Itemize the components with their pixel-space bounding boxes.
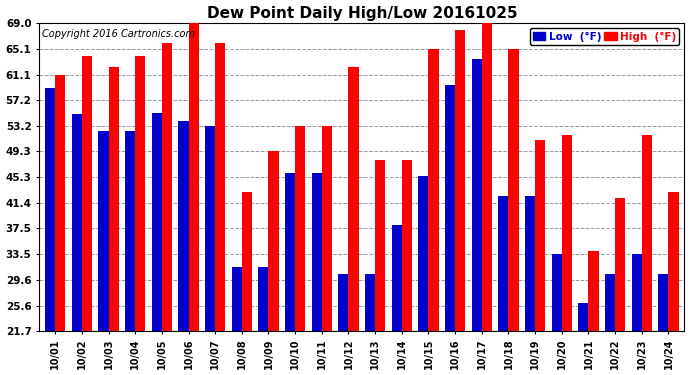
Bar (55, 75, 66, 331)
Bar (268, 152, 279, 331)
Bar (535, 140, 545, 331)
Bar (498, 196, 509, 331)
Bar (82, 56, 92, 331)
Bar (162, 43, 172, 331)
Bar (45, 88, 55, 331)
Bar (322, 126, 332, 331)
Bar (365, 274, 375, 331)
Bar (375, 160, 385, 331)
Bar (338, 274, 348, 331)
Bar (615, 198, 625, 331)
Title: Dew Point Daily High/Low 20161025: Dew Point Daily High/Low 20161025 (206, 6, 517, 21)
Bar (402, 160, 412, 331)
Bar (241, 192, 252, 331)
Bar (578, 303, 589, 331)
Bar (428, 48, 439, 331)
Bar (589, 251, 599, 331)
Bar (285, 173, 295, 331)
Bar (631, 254, 642, 331)
Bar (552, 254, 562, 331)
Bar (179, 121, 188, 331)
Bar (562, 135, 572, 331)
Bar (108, 68, 119, 331)
Bar (348, 68, 359, 331)
Bar (205, 126, 215, 331)
Bar (418, 176, 428, 331)
Bar (482, 23, 492, 331)
Bar (295, 126, 305, 331)
Bar (72, 114, 82, 331)
Bar (312, 173, 322, 331)
Bar (455, 30, 465, 331)
Bar (258, 267, 268, 331)
Legend: Low  (°F), High  (°F): Low (°F), High (°F) (530, 28, 679, 45)
Bar (642, 135, 652, 331)
Bar (99, 130, 108, 331)
Bar (125, 130, 135, 331)
Bar (472, 59, 482, 331)
Bar (392, 225, 402, 331)
Text: Copyright 2016 Cartronics.com: Copyright 2016 Cartronics.com (42, 29, 195, 39)
Bar (509, 48, 519, 331)
Bar (669, 192, 678, 331)
Bar (525, 196, 535, 331)
Bar (658, 274, 669, 331)
Bar (188, 23, 199, 331)
Bar (232, 267, 241, 331)
Bar (215, 43, 226, 331)
Bar (152, 113, 162, 331)
Bar (445, 85, 455, 331)
Bar (135, 56, 146, 331)
Bar (605, 274, 615, 331)
